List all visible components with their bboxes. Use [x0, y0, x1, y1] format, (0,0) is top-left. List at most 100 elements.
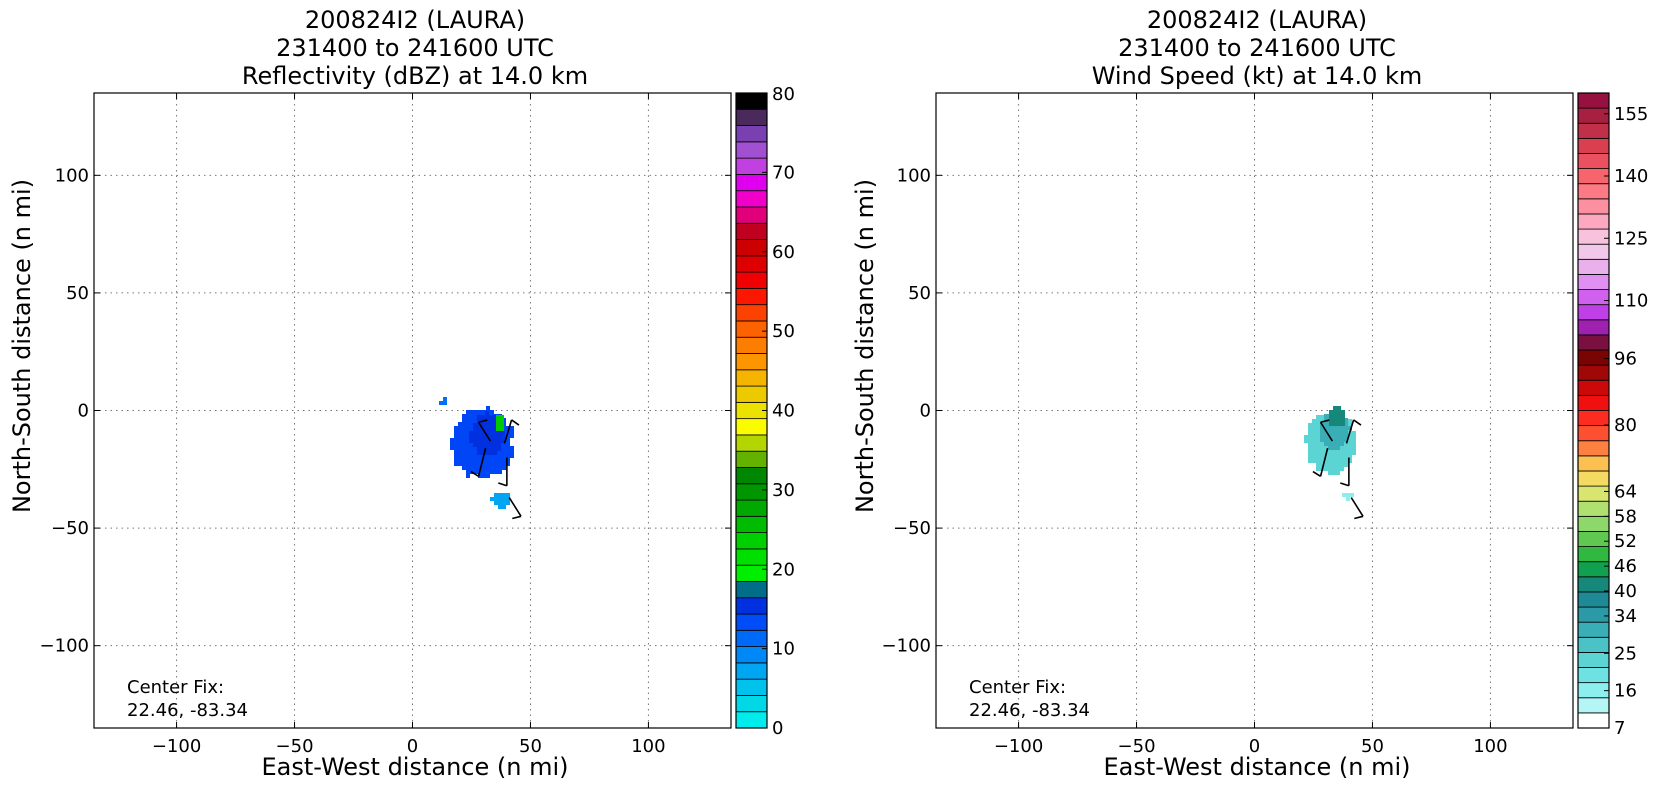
echo-cell [1336, 430, 1340, 434]
echo-cell [1341, 414, 1345, 418]
colorbar-tick-label: 110 [1614, 291, 1648, 312]
echo-cell [477, 439, 481, 443]
colorbar-segment [735, 678, 768, 696]
echo-cell [1328, 459, 1332, 463]
echo-cell [466, 410, 470, 414]
colorbar-tick-label: 0 [772, 718, 783, 739]
colorbar-tick-label: 70 [772, 162, 795, 183]
echo-cell [1332, 467, 1336, 471]
echo-cell [1340, 463, 1344, 467]
echo-cell [493, 439, 497, 443]
colorbar-segment [735, 385, 768, 403]
echo-cell [1341, 410, 1345, 414]
echo-cell [482, 470, 486, 474]
colorbar-segment [1577, 213, 1610, 230]
echo-cell [494, 501, 498, 505]
echo-cell [493, 447, 497, 451]
barb-staff [503, 419, 513, 444]
colorbar-segment [735, 239, 768, 257]
echo-cell [489, 419, 493, 423]
center-fix-label: Center Fix: [127, 677, 224, 698]
echo-cell [1333, 414, 1337, 418]
echo-cell [1337, 406, 1341, 410]
echo-cell [501, 435, 505, 439]
echo-cell [502, 450, 506, 454]
echo-cell [1308, 427, 1312, 431]
echo-cell [466, 426, 470, 430]
colorbar-tick-label: 64 [1614, 481, 1637, 502]
echo-cell [462, 418, 466, 422]
echo-cell [1312, 419, 1316, 423]
x-tick-label: −50 [276, 736, 314, 757]
echo-cell [462, 438, 466, 442]
colorbar-segment [735, 125, 768, 143]
echo-cell [1312, 439, 1316, 443]
colorbar-segment [1577, 319, 1610, 336]
echo-cell [1332, 446, 1336, 450]
echo-cell [1328, 451, 1332, 455]
colorbar-tick-label: 58 [1614, 506, 1637, 527]
echo-cell [1332, 426, 1336, 430]
echo-cell [485, 423, 489, 427]
echo-cell [1333, 418, 1337, 422]
echo-cell [1341, 418, 1345, 422]
echo-region [496, 415, 504, 431]
echo-cell [477, 419, 481, 423]
colorbar-segment [735, 695, 768, 713]
colorbar-tick-label: 10 [772, 639, 795, 660]
echo-cell [462, 458, 466, 462]
echo-cell [498, 458, 502, 462]
echo-cell [1337, 418, 1341, 422]
echo-cell [477, 431, 481, 435]
colorbar-segment [1577, 379, 1610, 396]
colorbar-tick-label: 80 [1614, 415, 1637, 436]
barb-flag [498, 482, 508, 487]
echo-cell [466, 434, 470, 438]
echo-cell [489, 423, 493, 427]
echo-cell [477, 447, 481, 451]
colorbar-segment [1577, 137, 1610, 154]
echo-cell [1352, 443, 1356, 447]
x-tick-label: −100 [994, 736, 1043, 757]
echo-cell [466, 462, 470, 466]
echo-cell [1316, 467, 1320, 471]
panel-title-line-1: 200824I2 (LAURA) [1147, 6, 1367, 34]
echo-cell [1312, 455, 1316, 459]
echo-cell [493, 431, 497, 435]
echo-cell [469, 439, 473, 443]
echo-cell [485, 415, 489, 419]
y-tick-label: 50 [908, 283, 931, 304]
echo-cell [477, 427, 481, 431]
echo-cell [458, 446, 462, 450]
colorbar-segment [735, 450, 768, 468]
echo-cell [1316, 427, 1320, 431]
x-axis-label: East-West distance (n mi) [1103, 753, 1410, 781]
colorbar-segment [735, 255, 768, 273]
echo-cell [493, 415, 497, 419]
echo-cell [506, 462, 510, 466]
colorbar-tick-label: 80 [772, 84, 795, 105]
colorbar-segment [1577, 697, 1610, 714]
barb-flag [1312, 470, 1321, 478]
echo-cell [490, 470, 494, 474]
echo-cell [1341, 422, 1345, 426]
echo-cell [490, 454, 494, 458]
echo-cell [1332, 451, 1336, 455]
echo-cell [1329, 422, 1333, 426]
echo-cell [498, 497, 502, 501]
colorbar: 0 10 20 30 40 50 60 70 80 [735, 84, 795, 739]
echo-cell [494, 493, 498, 497]
echo-cell [1329, 410, 1333, 414]
colorbar-segment [735, 222, 768, 240]
echo-cell [510, 430, 514, 434]
echo-cell [498, 466, 502, 470]
echo-cell [493, 427, 497, 431]
echo-cell [473, 427, 477, 431]
echo-cell [510, 426, 514, 430]
echo-cell [1344, 455, 1348, 459]
echo-cell [481, 423, 485, 427]
colorbar-segment [1577, 485, 1610, 502]
echo-cell [1348, 435, 1352, 439]
x-tick-label: 0 [1249, 736, 1260, 757]
echo-cell [506, 438, 510, 442]
